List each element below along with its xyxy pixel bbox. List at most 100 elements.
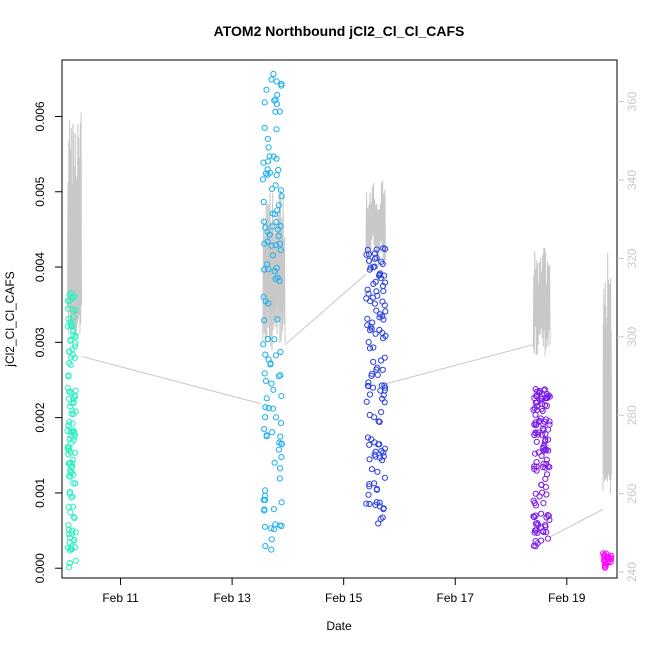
secondary-line-layer [67, 112, 612, 538]
data-point [381, 387, 388, 394]
data-point [543, 514, 550, 521]
data-point [278, 440, 285, 447]
data-point [373, 307, 380, 314]
data-point [371, 480, 378, 487]
data-point [365, 339, 372, 346]
data-point [545, 426, 552, 433]
data-point [72, 332, 79, 339]
data-point [379, 260, 386, 267]
data-point [373, 246, 380, 253]
data-point [66, 388, 73, 395]
data-point [68, 322, 75, 329]
data-point [269, 223, 276, 230]
data-point [278, 454, 285, 461]
data-point [264, 238, 271, 245]
x-axis: Feb 11 Feb 13 Feb 15 Feb 17 Feb 19 [102, 577, 586, 605]
data-point [364, 322, 371, 329]
data-point [532, 411, 539, 418]
data-point [375, 441, 382, 448]
data-point [366, 266, 373, 273]
secondary-line-segment-2 [365, 180, 386, 266]
data-point [600, 550, 607, 557]
y-tick-label: 0.002 [33, 402, 47, 432]
data-point [365, 379, 372, 386]
data-point [67, 449, 74, 456]
data-point [72, 393, 79, 400]
data-point [372, 448, 379, 455]
data-point [68, 494, 75, 501]
data-point [378, 382, 385, 389]
data-point [268, 536, 275, 543]
y2-tick-label: 260 [625, 483, 639, 503]
data-point [376, 454, 384, 461]
data-point [363, 500, 370, 507]
secondary-line-segment-0 [67, 112, 82, 336]
data-point [380, 453, 387, 460]
data-point [64, 384, 71, 391]
data-point [364, 315, 371, 322]
data-point [265, 266, 272, 273]
data-point [69, 407, 76, 414]
data-point [261, 317, 268, 324]
data-point [376, 271, 383, 278]
data-point [259, 176, 267, 183]
data-point [261, 496, 269, 504]
data-point [262, 414, 269, 421]
data-point [367, 327, 374, 334]
data-point [543, 529, 550, 536]
data-point [72, 480, 79, 487]
data-point [272, 242, 279, 249]
data-point [368, 436, 375, 443]
data-point [380, 505, 387, 512]
data-point [533, 467, 540, 474]
data-point [72, 557, 79, 565]
data-point [538, 481, 545, 488]
data-point [67, 469, 74, 476]
data-point [269, 405, 276, 412]
y-axis-label: jCl2_Cl_Cl_CAFS [3, 271, 17, 367]
data-point [69, 460, 76, 467]
data-point [66, 418, 73, 426]
points-layer [64, 70, 615, 571]
data-point [540, 500, 547, 507]
data-point [533, 527, 540, 534]
data-point [67, 361, 75, 368]
data-point [372, 330, 379, 337]
data-point [274, 316, 281, 323]
data-point [536, 493, 543, 500]
data-point [370, 344, 377, 351]
data-point [382, 332, 389, 340]
data-point [532, 520, 540, 527]
y-tick-label: 0.005 [33, 176, 47, 206]
data-point [72, 387, 79, 394]
y2-tick-label: 340 [625, 170, 639, 190]
data-point [65, 395, 73, 403]
data-point [263, 395, 270, 402]
data-point [380, 449, 387, 456]
data-point [543, 471, 551, 478]
data-point [65, 315, 72, 322]
data-point [382, 245, 389, 253]
data-point [381, 474, 388, 481]
data-point [263, 432, 270, 439]
data-point [374, 468, 381, 475]
data-point [64, 445, 71, 452]
data-point [270, 506, 277, 513]
data-point [277, 372, 284, 379]
data-point [535, 390, 543, 397]
data-point [71, 536, 78, 544]
data-point [67, 319, 74, 326]
secondary-line-segment-4 [602, 252, 612, 494]
data-point [260, 198, 267, 206]
data-point [538, 452, 545, 459]
data-point [532, 538, 539, 545]
data-point [365, 491, 372, 498]
data-point [72, 544, 79, 551]
data-point [373, 254, 380, 261]
data-point [275, 232, 282, 240]
data-point [373, 288, 380, 295]
y-axis-right: 240 260 280 300 320 340 360 [617, 91, 639, 582]
data-point [272, 108, 279, 115]
data-point [72, 340, 79, 347]
